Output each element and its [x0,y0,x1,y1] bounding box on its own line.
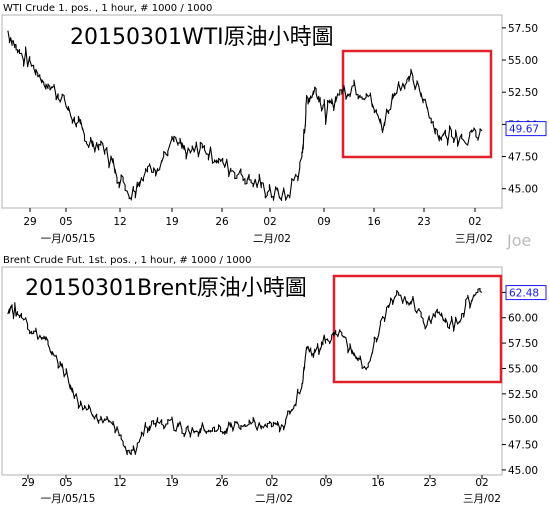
last-price-box [505,121,547,137]
x-tick-label: 26 [215,216,229,228]
last-price-label: 49.67 [509,124,539,136]
x-tick-label: 16 [371,477,385,489]
x-tick-label: 09 [319,477,332,489]
x-tick-label: 05 [59,216,72,228]
x-tick-label: 05 [59,477,72,489]
x-tick-label: 02 [468,216,481,228]
y-tick-label: 57.50 [508,23,538,35]
x-tick-label: 12 [113,216,126,228]
brent-chart-panel: Brent Crude Fut. 1st. pos. , 1 hour, # 1… [0,252,549,508]
brent-chart-header: Brent Crude Fut. 1st. pos. , 1 hour, # 1… [3,255,252,266]
x-tick-label: 29 [23,216,36,228]
y-tick-label: 45.00 [508,465,538,477]
brent-overlay-title: 20150301Brent原油小時圖 [25,276,307,301]
y-tick-label: 57.50 [508,338,538,350]
x-tick-label: 29 [21,477,34,489]
x-tick-label: 02 [265,477,278,489]
wti-plot-frame [1,14,503,209]
y-tick-label: 45.00 [508,184,538,196]
x-tick-label: 23 [423,477,436,489]
x-tick-label: 02 [263,216,276,228]
y-tick-label: 52.50 [508,389,538,401]
x-tick-label: 16 [367,216,381,228]
x-tick-label: 26 [215,477,229,489]
month-label: 三月/02 [463,493,501,505]
wti-overlay-title: 20150301WTI原油小時圖 [70,25,334,50]
x-tick-label: 02 [475,477,488,489]
last-price-box [505,285,547,301]
y-tick-label: 50.00 [508,414,538,426]
y-tick-label: 52.50 [508,87,538,99]
wti-chart-panel: WTI Crude 1. pos. , 1 hour, # 1000 / 100… [0,0,549,252]
x-tick-label: 19 [165,216,178,228]
x-tick-label: 23 [417,216,430,228]
month-label: 二月/02 [255,493,293,505]
brent-chart-background [0,252,549,508]
wti-chart-header: WTI Crude 1. pos. , 1 hour, # 1000 / 100… [3,3,212,14]
brent-chart: Brent Crude Fut. 1st. pos. , 1 hour, # 1… [0,252,549,508]
month-label: 二月/02 [253,233,291,245]
month-label: 三月/02 [455,233,493,245]
watermark: Joe [506,231,531,250]
x-tick-label: 19 [165,477,178,489]
wti-chart-background [0,0,549,252]
y-tick-label: 60.00 [508,313,538,325]
y-tick-label: 47.50 [508,440,538,452]
y-tick-label: 55.00 [508,55,538,67]
last-price-label: 62.48 [509,288,539,300]
month-label: 一月/05/15 [41,233,96,245]
month-label: 一月/05/15 [41,493,96,505]
y-tick-label: 47.50 [508,152,538,164]
brent-highlight-box [332,274,503,384]
x-tick-label: 09 [317,216,330,228]
wti-chart: WTI Crude 1. pos. , 1 hour, # 1000 / 100… [0,0,549,252]
y-tick-label: 55.00 [508,363,538,375]
price-series-line [7,287,483,456]
price-series-line [7,30,483,202]
x-tick-label: 12 [113,477,126,489]
wti-highlight-box [341,49,493,159]
